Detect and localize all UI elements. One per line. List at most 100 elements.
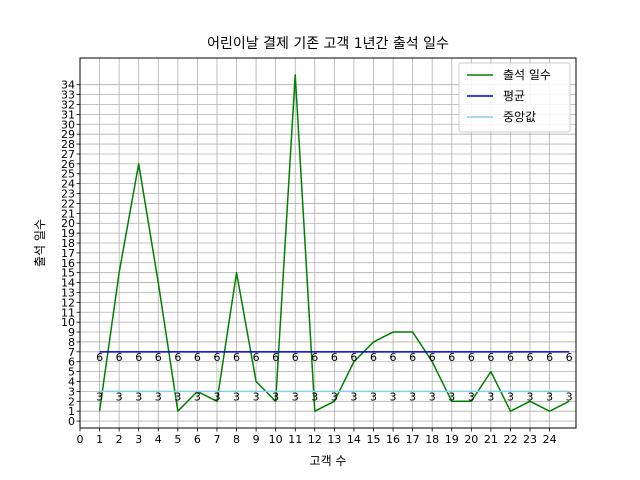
x-tick-label: 15	[366, 433, 380, 446]
data-label: 3	[174, 390, 181, 403]
y-tick-label: 34	[61, 79, 75, 92]
y-tick-label: 33	[61, 89, 75, 102]
data-label: 6	[390, 351, 397, 364]
y-tick-label: 6	[68, 356, 75, 369]
y-tick-label: 2	[68, 395, 75, 408]
point-labels: 6 6 6 6 6 6 6 6 6 6 6 6 6 6 6 6 6 6 6 6 6 6 6 6 63 3 3 3 3 3 3 3 3 3 3 3 3 3 3…	[96, 351, 573, 404]
y-tick-label: 30	[61, 118, 75, 131]
x-tick-label: 24	[543, 433, 557, 446]
data-label: 3	[233, 390, 240, 403]
data-label: 6	[350, 351, 357, 364]
y-tick-label: 0	[68, 415, 75, 428]
data-label: 6	[174, 351, 181, 364]
data-label: 6	[135, 351, 142, 364]
y-tick-label: 11	[61, 306, 75, 319]
y-tick-label: 9	[68, 326, 75, 339]
data-label: 6	[213, 351, 220, 364]
x-tick-label: 14	[347, 433, 361, 446]
y-tick-label: 5	[68, 366, 75, 379]
data-label: 3	[213, 390, 220, 403]
grid	[79, 58, 576, 428]
data-label: 6	[527, 351, 534, 364]
y-tick-label: 32	[61, 98, 75, 111]
y-tick-label: 31	[61, 108, 75, 121]
x-tick-label: 20	[464, 433, 478, 446]
data-label: 3	[487, 390, 494, 403]
y-tick-label: 13	[61, 286, 75, 299]
x-tick-label: 11	[288, 433, 302, 446]
data-label: 6	[233, 351, 240, 364]
data-label: 6	[468, 351, 475, 364]
x-tick-label: 8	[233, 433, 240, 446]
data-label: 6	[311, 351, 318, 364]
y-tick-label: 19	[61, 227, 75, 240]
x-tick-label: 12	[308, 433, 322, 446]
x-tick-label: 16	[386, 433, 400, 446]
y-tick-label: 20	[61, 217, 75, 230]
data-label: 3	[253, 390, 260, 403]
data-label: 6	[507, 351, 514, 364]
x-tick-label: 6	[194, 433, 201, 446]
y-tick-label: 16	[61, 257, 75, 270]
legend-box	[458, 62, 571, 133]
x-tick-label: 9	[253, 433, 260, 446]
x-tick-label: 13	[327, 433, 341, 446]
x-tick-label: 21	[484, 433, 498, 446]
data-label: 3	[507, 390, 514, 403]
data-label: 6	[292, 351, 299, 364]
x-tick-label: 0	[77, 433, 84, 446]
x-tick-label: 22	[503, 433, 517, 446]
data-label: 6	[116, 351, 123, 364]
data-label: 3	[292, 390, 299, 403]
data-label: 6	[546, 351, 553, 364]
y-tick-label: 22	[61, 197, 75, 210]
y-tick-label: 23	[61, 188, 75, 201]
data-label: 3	[527, 390, 534, 403]
x-axis: 0 1 2 3 4 5 6 7 8 9 10 11 12 13 14 15 16 17 18 19 20 21 22 23 24	[77, 428, 557, 446]
y-tick-label: 21	[61, 207, 75, 220]
y-tick-label: 4	[68, 376, 75, 389]
data-label: 6	[448, 351, 455, 364]
y-tick-label: 10	[61, 316, 75, 329]
data-label: 3	[155, 390, 162, 403]
data-label: 6	[272, 351, 279, 364]
y-tick-label: 25	[61, 168, 75, 181]
data-label: 3	[194, 390, 201, 403]
chart-title: 어린이날 결제 기존 고객 1년간 출석 일수	[207, 36, 449, 52]
data-label: 6	[370, 351, 377, 364]
data-label: 6	[409, 351, 416, 364]
y-tick-label: 3	[68, 385, 75, 398]
y-tick-label: 12	[61, 296, 75, 309]
x-axis-label: 고객 수	[310, 454, 347, 468]
y-tick-label: 27	[61, 148, 75, 161]
data-label: 3	[409, 390, 416, 403]
y-tick-label: 29	[61, 128, 75, 141]
y-axis-label: 출석 일수	[33, 219, 47, 267]
data-label: 6	[155, 351, 162, 364]
y-axis: 0123456789101112131415161718192021222324…	[61, 79, 80, 428]
data-label: 6	[566, 351, 573, 364]
y-tick-label: 8	[68, 336, 75, 349]
data-label: 3	[350, 390, 357, 403]
data-label: 6	[331, 351, 338, 364]
x-tick-label: 7	[213, 433, 220, 446]
x-tick-label: 4	[155, 433, 162, 446]
data-label: 3	[116, 390, 123, 403]
data-label: 3	[448, 390, 455, 403]
legend-label: 중앙값	[503, 110, 536, 124]
data-label: 3	[311, 390, 318, 403]
data-label: 3	[331, 390, 338, 403]
x-tick-label: 2	[116, 433, 123, 446]
x-tick-label: 3	[135, 433, 142, 446]
data-label: 3	[135, 390, 142, 403]
legend-label: 평균	[503, 89, 525, 103]
y-tick-label: 28	[61, 138, 75, 151]
x-tick-label: 5	[174, 433, 181, 446]
y-tick-label: 24	[61, 178, 75, 191]
x-tick-label: 19	[445, 433, 459, 446]
y-tick-label: 17	[61, 247, 75, 260]
data-label: 6	[96, 351, 103, 364]
data-label: 3	[468, 390, 475, 403]
y-tick-label: 1	[68, 405, 75, 418]
